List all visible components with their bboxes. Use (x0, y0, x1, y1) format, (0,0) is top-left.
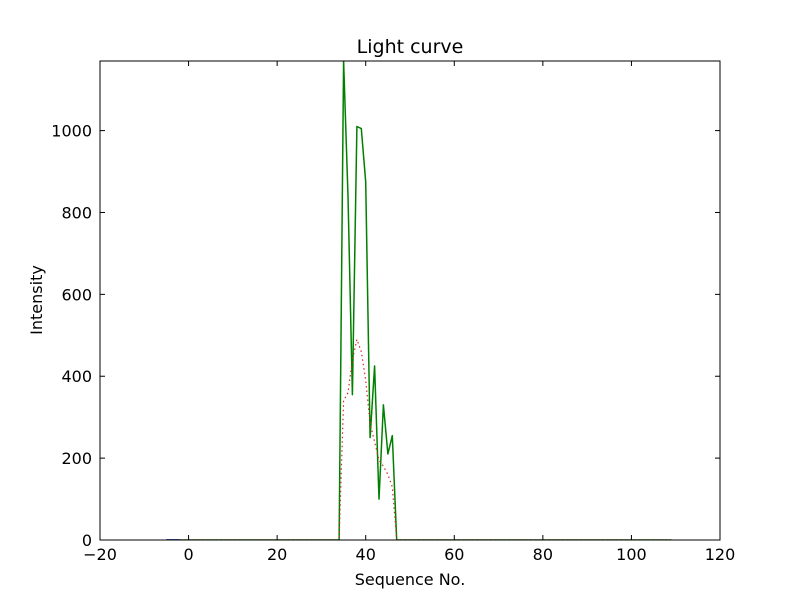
y-axis-title: Intensity (27, 265, 46, 335)
series-line-1 (166, 61, 672, 540)
series-layer (166, 61, 672, 540)
x-tick-label: 0 (183, 545, 193, 564)
y-tick-label: 200 (61, 449, 92, 468)
x-tick-label: 100 (616, 545, 647, 564)
x-tick-label: 40 (356, 545, 376, 564)
plot-frame (99, 60, 721, 541)
y-tick-label: 0 (82, 531, 92, 550)
x-tick-label: 20 (267, 545, 287, 564)
y-tick-label: 400 (61, 367, 92, 386)
x-tick-label: 120 (705, 545, 736, 564)
y-tick-label: 1000 (51, 122, 92, 141)
x-tick-label: −20 (83, 545, 117, 564)
y-tick-label: 600 (61, 285, 92, 304)
x-tick-label: 80 (533, 545, 553, 564)
series-line-2 (166, 338, 672, 540)
x-axis-title: Sequence No. (355, 570, 466, 589)
x-tick-label: 60 (444, 545, 464, 564)
chart-title: Light curve (357, 36, 464, 58)
y-tick-label: 800 (61, 203, 92, 222)
